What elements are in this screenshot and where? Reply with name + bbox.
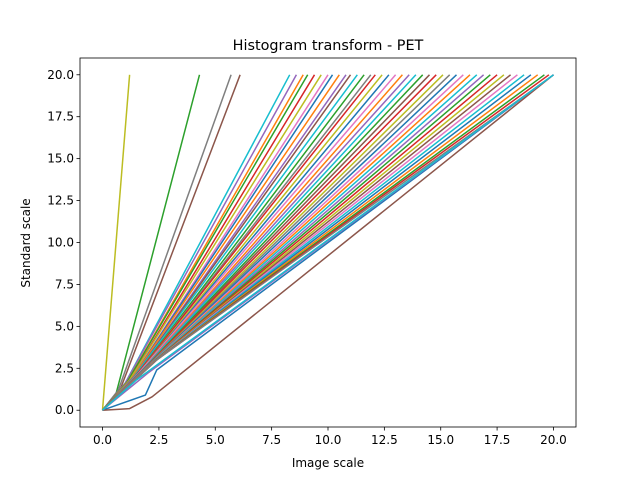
x-axis-ticks: 0.0 2.5 5.0 7.5 10.0 12.5 15.0 17.5 20.0 [93,427,567,447]
y-tick-label: 15.0 [47,152,74,166]
y-tick-label: 20.0 [47,68,74,82]
plot-frame [79,57,577,428]
y-tick-label: 7.5 [55,277,74,291]
y-tick-label: 10.0 [47,236,74,250]
series-line [102,74,554,411]
x-tick-label: 17.5 [484,433,511,447]
x-tick-label: 20.0 [540,433,567,447]
x-tick-label: 5.0 [206,433,225,447]
y-axis-ticks: 0.0 2.5 5.0 7.5 10.0 12.5 15.0 17.5 20.0 [47,68,80,417]
x-tick-label: 2.5 [149,433,168,447]
x-tick-label: 0.0 [93,433,112,447]
y-tick-label: 17.5 [47,110,74,124]
series-layer [101,74,554,411]
x-tick-label: 10.0 [315,433,342,447]
y-tick-label: 5.0 [55,319,74,333]
x-tick-label: 7.5 [262,433,281,447]
x-axis-label: Image scale [292,456,364,470]
series-line [101,74,131,411]
x-tick-label: 15.0 [427,433,454,447]
series-line [102,74,554,411]
x-tick-label: 12.5 [371,433,398,447]
y-tick-label: 2.5 [55,361,74,375]
y-tick-label: 0.0 [55,403,74,417]
series-line [102,74,554,411]
y-axis-label: Standard scale [19,198,33,287]
chart-title: Histogram transform - PET [233,38,424,54]
y-tick-label: 12.5 [47,194,74,208]
